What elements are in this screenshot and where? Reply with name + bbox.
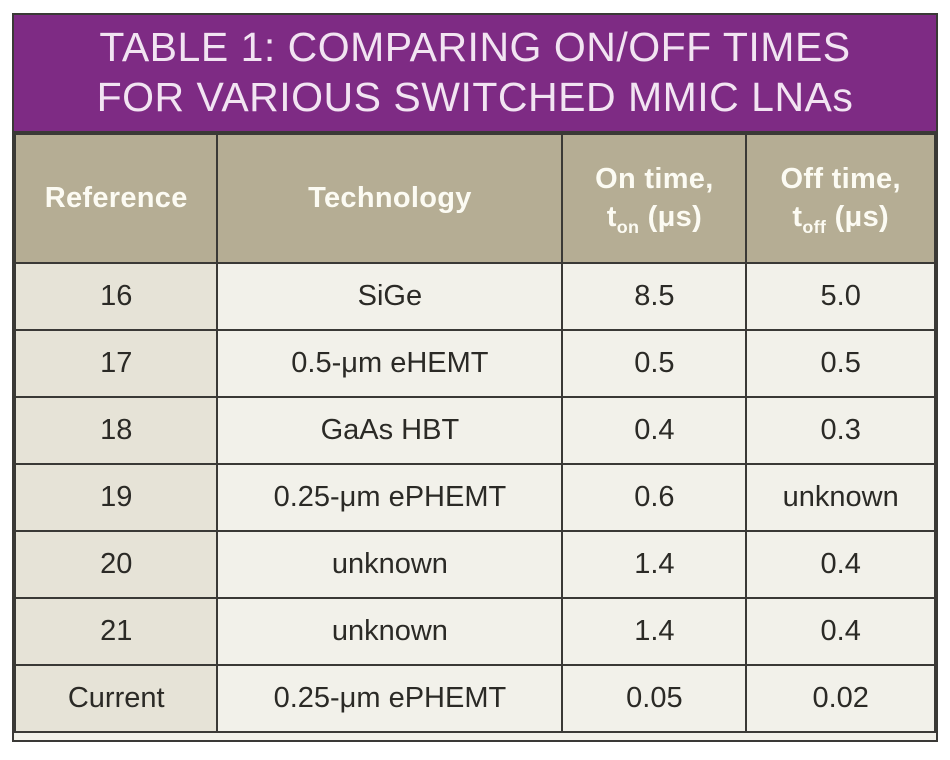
cell-on-time: 8.5 bbox=[561, 262, 748, 331]
cell-off-time: 0.4 bbox=[745, 597, 936, 666]
cell-off-time: 0.3 bbox=[745, 396, 936, 465]
cell-off-time: 0.4 bbox=[745, 530, 936, 599]
cell-technology: 0.25-μm ePHEMT bbox=[216, 463, 564, 532]
cell-off-time: unknown bbox=[745, 463, 936, 532]
cell-on-time: 1.4 bbox=[561, 597, 748, 666]
col-header-technology: Technology bbox=[216, 133, 564, 264]
table-row: 19 0.25-μm ePHEMT 0.6 unknown bbox=[13, 463, 936, 532]
on-time-label: On time, bbox=[595, 162, 714, 195]
cell-technology: 0.5-μm eHEMT bbox=[216, 329, 564, 398]
cell-off-time: 0.02 bbox=[745, 664, 936, 733]
table-title-line2: FOR VARIOUS SWITCHED MMIC LNAs bbox=[96, 74, 854, 120]
cell-reference: 17 bbox=[13, 329, 219, 398]
table-row: 16 SiGe 8.5 5.0 bbox=[13, 262, 936, 331]
cell-off-time: 5.0 bbox=[745, 262, 936, 331]
col-header-on-time: On time, ton (μs) bbox=[561, 133, 748, 264]
col-header-off-time: Off time, toff (μs) bbox=[745, 133, 936, 264]
table-row: 17 0.5-μm eHEMT 0.5 0.5 bbox=[13, 329, 936, 398]
cell-reference: 19 bbox=[13, 463, 219, 532]
cell-reference: 21 bbox=[13, 597, 219, 666]
cell-technology: SiGe bbox=[216, 262, 564, 331]
cell-off-time: 0.5 bbox=[745, 329, 936, 398]
cell-on-time: 0.05 bbox=[561, 664, 748, 733]
header-row: Reference Technology On time, ton (μs) O… bbox=[13, 133, 936, 264]
cell-reference: Current bbox=[13, 664, 219, 733]
cell-technology: unknown bbox=[216, 530, 564, 599]
cell-reference: 18 bbox=[13, 396, 219, 465]
off-time-label: Off time, bbox=[780, 162, 901, 195]
table-title-line1: TABLE 1: COMPARING ON/OFF TIMES bbox=[99, 24, 851, 71]
table1-card: TABLE 1: COMPARING ON/OFF TIMES FOR VARI… bbox=[12, 13, 938, 742]
comparison-table: Reference Technology On time, ton (μs) O… bbox=[13, 133, 936, 733]
cell-reference: 16 bbox=[13, 262, 219, 331]
cell-technology: GaAs HBT bbox=[216, 396, 564, 465]
table-row: 18 GaAs HBT 0.4 0.3 bbox=[13, 396, 936, 465]
cell-technology: unknown bbox=[216, 597, 564, 666]
cell-reference: 20 bbox=[13, 530, 219, 599]
off-time-symbol: toff (μs) bbox=[792, 200, 889, 237]
table-row: Current 0.25-μm ePHEMT 0.05 0.02 bbox=[13, 664, 936, 733]
col-header-reference: Reference bbox=[13, 133, 219, 264]
table-body: 16 SiGe 8.5 5.0 17 0.5-μm eHEMT 0.5 0.5 18 GaAs H… bbox=[13, 262, 936, 733]
cell-technology: 0.25-μm ePHEMT bbox=[216, 664, 564, 733]
table-row: 21 unknown 1.4 0.4 bbox=[13, 597, 936, 666]
table-row: 20 unknown 1.4 0.4 bbox=[13, 530, 936, 599]
cell-on-time: 0.4 bbox=[561, 396, 748, 465]
cell-on-time: 0.5 bbox=[561, 329, 748, 398]
cell-on-time: 1.4 bbox=[561, 530, 748, 599]
cell-on-time: 0.6 bbox=[561, 463, 748, 532]
on-time-symbol: ton (μs) bbox=[606, 200, 703, 237]
table-title-banner: TABLE 1: COMPARING ON/OFF TIMES FOR VARI… bbox=[14, 15, 936, 133]
